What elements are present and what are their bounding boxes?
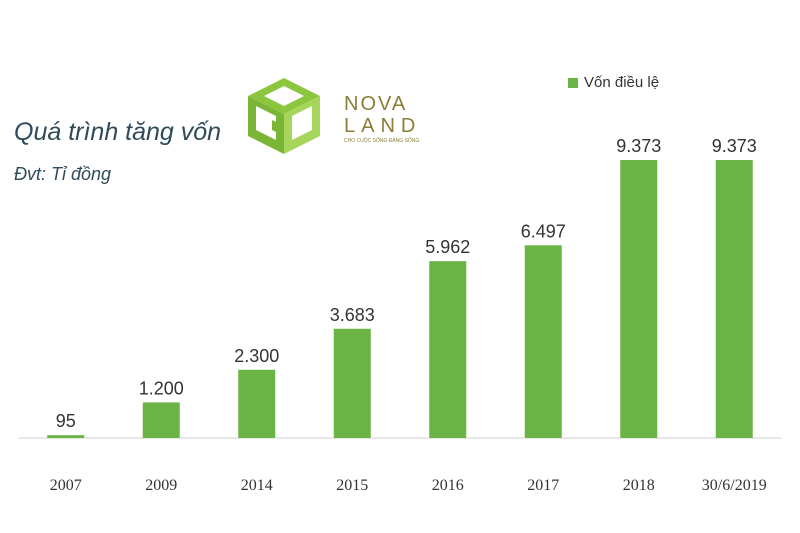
x-tick-label: 2009 <box>145 477 177 494</box>
chart-unit: Đvt: Tỉ đồng <box>14 164 112 184</box>
x-tick-label: 2015 <box>336 477 368 494</box>
bar <box>142 402 180 438</box>
bar <box>715 160 753 438</box>
bar <box>620 160 658 438</box>
x-tick-label: 2018 <box>623 477 655 494</box>
bar <box>333 328 371 438</box>
x-tick-label: 2017 <box>527 477 559 494</box>
bar <box>47 435 85 438</box>
legend-swatch <box>568 77 578 88</box>
bar <box>238 369 276 438</box>
data-label: 6.497 <box>521 221 566 241</box>
logo-wordmark-bottom: LAND <box>344 115 421 137</box>
x-tick-label: 2007 <box>50 477 82 494</box>
bar <box>524 245 562 438</box>
data-label: 9.373 <box>712 136 757 156</box>
legend: Vốn điều lệ <box>568 74 659 91</box>
novaland-logo: NOVA LAND CHO CUỘC SỐNG ĐÁNG SỐNG <box>248 78 421 154</box>
data-label: 1.200 <box>139 378 184 398</box>
data-label: 9.373 <box>616 136 661 156</box>
x-tick-label: 2014 <box>241 477 273 494</box>
chart-title: Quá trình tăng vốn <box>14 118 222 146</box>
data-label: 3.683 <box>330 305 375 325</box>
bar <box>429 261 467 438</box>
data-label: 5.962 <box>425 237 470 257</box>
nova-cube-logo-icon <box>248 78 320 154</box>
x-tick-label: 30/6/2019 <box>702 477 767 494</box>
logo-wordmark-top: NOVA <box>344 93 407 115</box>
data-label: 95 <box>56 411 76 431</box>
legend-label: Vốn điều lệ <box>584 74 660 91</box>
data-label: 2.300 <box>234 346 279 366</box>
x-tick-label: 2016 <box>432 477 464 494</box>
logo-tagline: CHO CUỘC SỐNG ĐÁNG SỐNG <box>344 137 419 144</box>
